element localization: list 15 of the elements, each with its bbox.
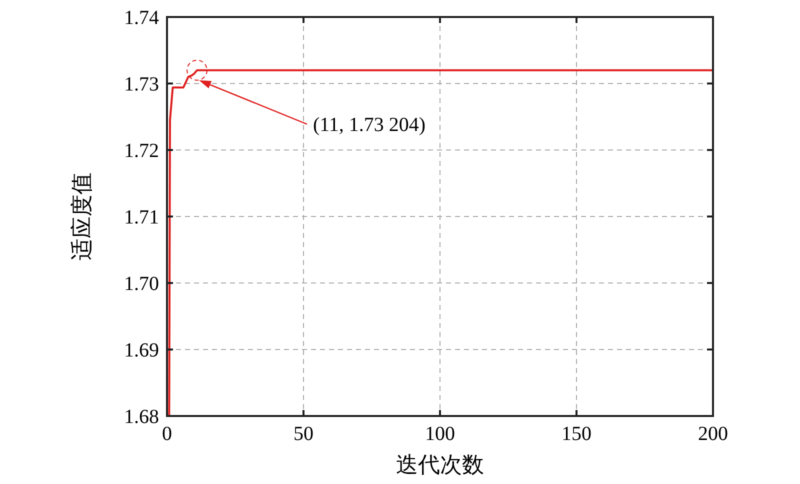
x-tick-label: 200	[698, 423, 728, 445]
y-tick-label: 1.73	[124, 74, 159, 96]
y-tick-label: 1.70	[124, 273, 159, 295]
y-tick-label: 1.68	[124, 406, 159, 428]
y-tick-label: 1.69	[124, 340, 159, 362]
x-tick-label: 100	[425, 423, 455, 445]
x-tick-label: 50	[294, 423, 314, 445]
x-tick-label: 150	[562, 423, 592, 445]
y-tick-label: 1.71	[124, 206, 159, 228]
x-tick-label: 0	[162, 423, 172, 445]
annotation: (11, 1.73 204)	[313, 114, 426, 136]
y-tick-label: 1.74	[124, 7, 159, 29]
y-axis-title: 适应度值	[69, 172, 94, 260]
x-axis-title: 迭代次数	[396, 452, 484, 477]
y-tick-label: 1.72	[124, 140, 159, 162]
